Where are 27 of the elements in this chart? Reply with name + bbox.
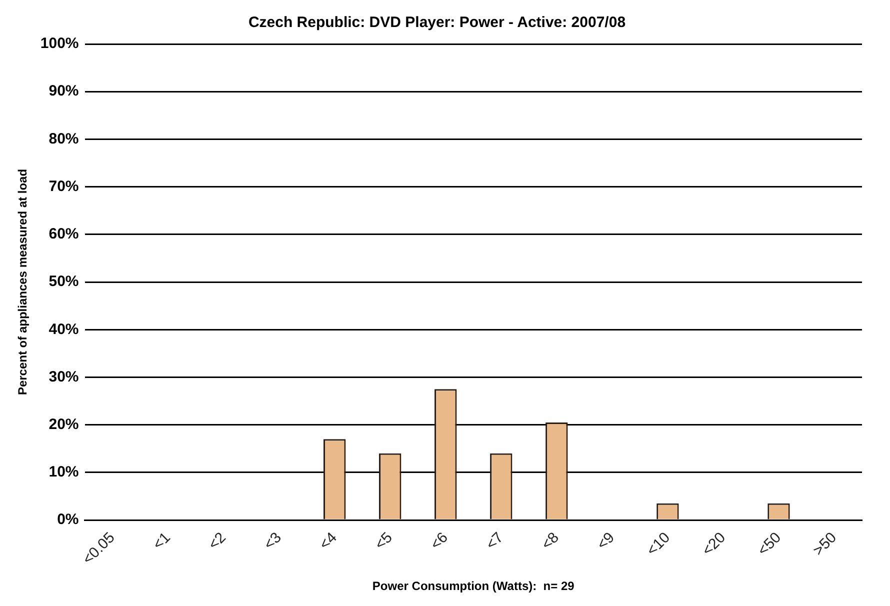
x-tick-label: <10 xyxy=(643,529,674,560)
y-tick-label: 90% xyxy=(48,82,79,100)
y-tick-label: 80% xyxy=(48,130,79,148)
x-tick-label: <5 xyxy=(372,529,396,554)
y-tick-label: 60% xyxy=(48,226,79,243)
x-axis-title: Power Consumption (Watts): n= 29 xyxy=(372,579,575,594)
x-tick-label: <3 xyxy=(260,529,285,554)
y-tick-label: 100% xyxy=(40,35,79,52)
y-tick-label: 10% xyxy=(48,464,79,481)
y-tick-label: 50% xyxy=(48,273,79,290)
x-tick-label: <6 xyxy=(427,529,452,554)
x-tick-label: <9 xyxy=(594,529,618,554)
y-tick-label: 40% xyxy=(48,320,79,338)
y-tick-label: 70% xyxy=(48,178,79,195)
x-tick-label: <4 xyxy=(316,529,340,554)
x-tick-label: <50 xyxy=(754,529,784,560)
x-tick-label: <7 xyxy=(482,529,507,554)
y-tick-label: 0% xyxy=(57,511,79,528)
x-tick-label: <20 xyxy=(698,529,729,560)
y-tick-label: 30% xyxy=(48,368,79,386)
y-axis-title: Percent of appliances measured at load xyxy=(16,168,30,396)
y-tick-label: 20% xyxy=(48,416,79,433)
x-tick-label: >50 xyxy=(810,529,840,560)
chart-title: Czech Republic: DVD Player: Power - Active: 2007/08 xyxy=(248,14,626,32)
x-tick-label: <2 xyxy=(205,529,230,554)
x-tick-label: <1 xyxy=(150,529,174,554)
x-tick-label: <8 xyxy=(538,529,562,554)
